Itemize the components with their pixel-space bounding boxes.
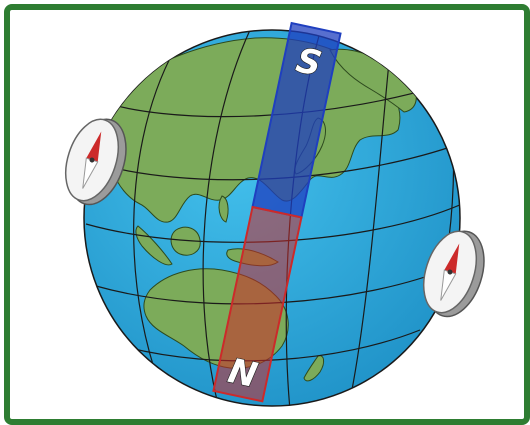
- longitude-line: [349, 51, 391, 401]
- latitude-line: [84, 79, 459, 118]
- left-compass: [64, 118, 127, 206]
- compass-pivot: [89, 157, 95, 163]
- borneo: [170, 226, 201, 256]
- compass-needle-north: [86, 131, 102, 162]
- bar-magnet: S N: [212, 21, 342, 403]
- magnet-north-half: [212, 205, 303, 403]
- philippines: [218, 195, 229, 223]
- new-zealand: [303, 355, 325, 382]
- compass-needle-north: [444, 243, 460, 274]
- longitude-line: [202, 30, 251, 406]
- right-compass: [422, 230, 485, 318]
- compass-pivot: [447, 269, 453, 275]
- latitude-line: [121, 329, 421, 362]
